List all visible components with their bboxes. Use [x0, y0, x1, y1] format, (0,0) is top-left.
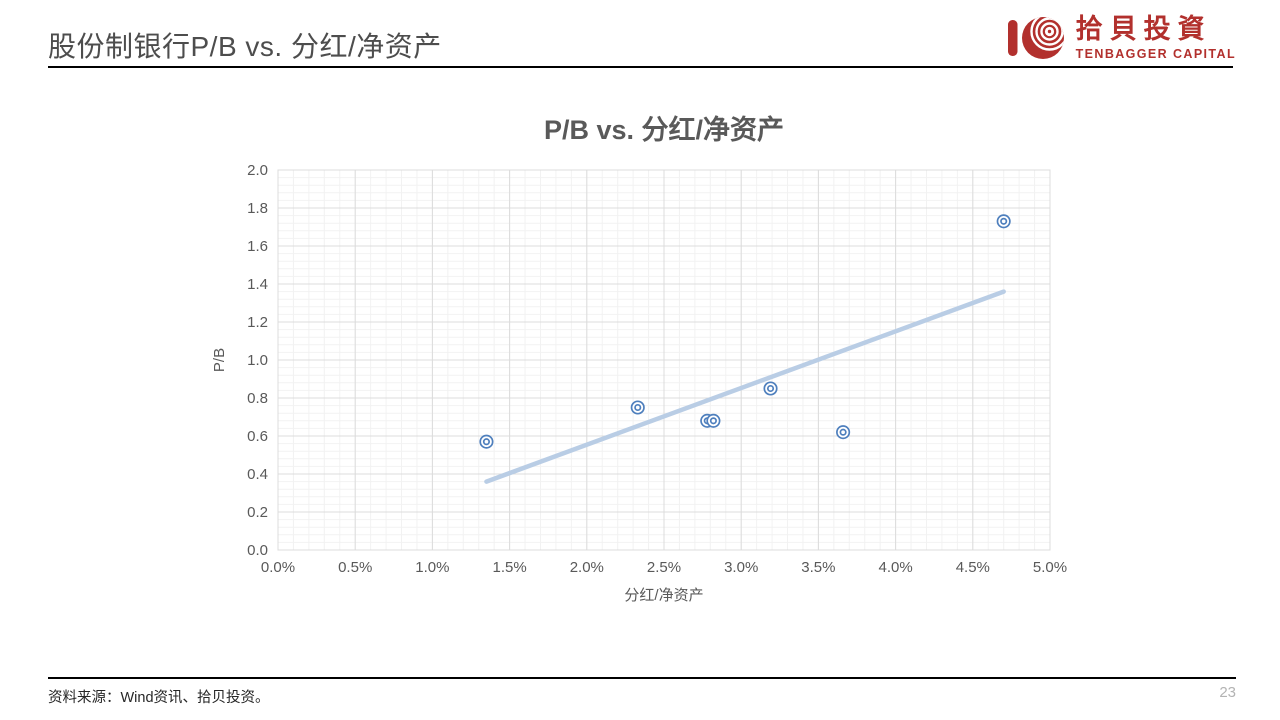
chart-major-gridlines	[277, 169, 1051, 551]
chart-title: P/B vs. 分红/净资产	[543, 115, 785, 145]
svg-text:4.5%: 4.5%	[956, 559, 990, 576]
scatter-chart: 0.0% 0.5% 1.0% 1.5% 2.0% 2.5% 3.0% 3.5% 4.0% 4.5%…	[211, 162, 1067, 604]
x-axis-title: 分红/净资产	[624, 587, 703, 604]
svg-text:4.0%: 4.0%	[878, 559, 912, 576]
svg-text:0.5%: 0.5%	[338, 559, 372, 576]
svg-text:0.0: 0.0	[247, 542, 268, 559]
svg-text:0.0%: 0.0%	[261, 559, 295, 576]
chart-plot-border	[277, 169, 1051, 551]
svg-text:0.8: 0.8	[247, 390, 268, 407]
logo-text: 拾貝投資 TENBAGGER CAPITAL	[1075, 13, 1236, 61]
svg-text:分红/净资产: 分红/净资产	[624, 587, 703, 604]
svg-text:1.2: 1.2	[247, 314, 268, 331]
svg-text:0.4: 0.4	[247, 466, 268, 483]
svg-text:2.0: 2.0	[247, 162, 268, 179]
svg-text:2.0%: 2.0%	[570, 559, 604, 576]
svg-text:1.4: 1.4	[247, 276, 268, 293]
svg-text:1.0: 1.0	[247, 352, 268, 369]
svg-text:1.6: 1.6	[247, 238, 268, 255]
y-axis-title: P/B	[211, 348, 228, 372]
data-point-markers	[479, 214, 1011, 449]
svg-text:0.6: 0.6	[247, 428, 268, 445]
y-axis-tick-labels: 0.0 0.2 0.4 0.6 0.8 1.0 1.2 1.4 1.6 1.8 2.0	[247, 162, 268, 559]
svg-text:3.0%: 3.0%	[724, 559, 758, 576]
header-divider	[48, 66, 1233, 68]
page-title: 股份制银行P/B vs. 分红/净资产	[48, 31, 442, 62]
footer-divider	[48, 677, 1236, 679]
svg-text:1.8: 1.8	[247, 200, 268, 217]
logo-name-cn: 拾貝投資	[1075, 13, 1212, 44]
x-axis-tick-labels: 0.0% 0.5% 1.0% 1.5% 2.0% 2.5% 3.0% 3.5% 4.0% 4.5%…	[261, 559, 1067, 576]
svg-text:1.5%: 1.5%	[492, 559, 526, 576]
source-note: 资料来源：Wind资讯、拾贝投资。	[48, 690, 270, 706]
logo-name-en: TENBAGGER CAPITAL	[1075, 46, 1236, 61]
page-number: 23	[1219, 684, 1236, 701]
company-logo: 拾貝投資 TENBAGGER CAPITAL	[1007, 15, 1236, 61]
svg-text:2.5%: 2.5%	[647, 559, 681, 576]
tenbagger-shell-icon	[1007, 17, 1064, 59]
svg-text:P/B: P/B	[211, 348, 228, 372]
svg-text:3.5%: 3.5%	[801, 559, 835, 576]
trendline	[484, 289, 1006, 484]
svg-text:0.2: 0.2	[247, 504, 268, 521]
svg-text:1.0%: 1.0%	[415, 559, 449, 576]
svg-text:5.0%: 5.0%	[1033, 559, 1067, 576]
